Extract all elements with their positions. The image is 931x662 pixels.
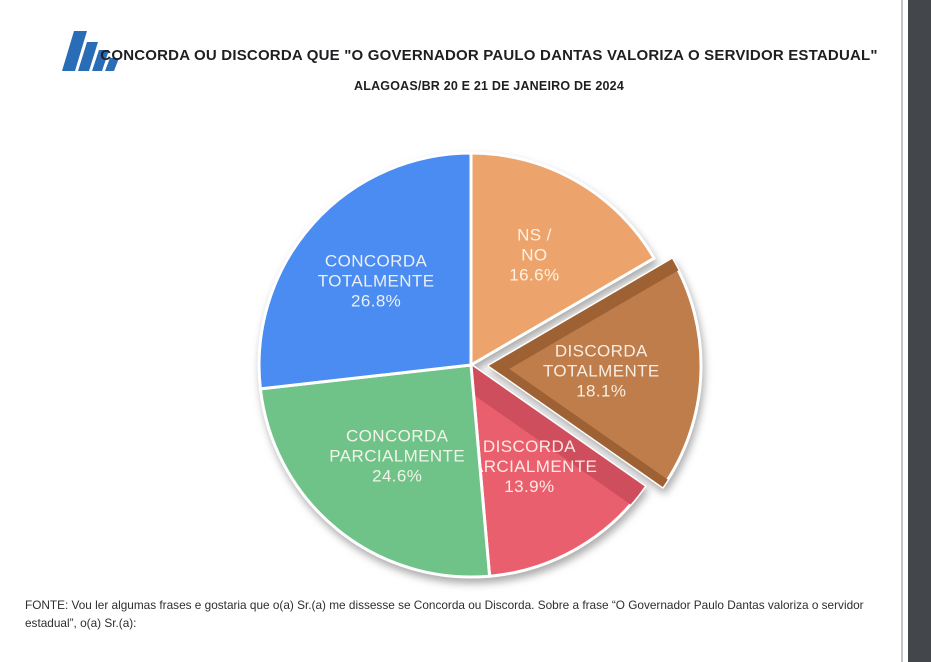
page-right-edge [901, 0, 903, 662]
source-note: FONTE: Vou ler algumas frases e gostaria… [25, 598, 864, 630]
logo-bar [62, 31, 87, 71]
pie-slice-shape [258, 363, 492, 579]
logo-bar [105, 58, 119, 71]
background-strip [908, 0, 931, 662]
logo-bar [78, 42, 98, 71]
pie-slice-concorda-parcialmente: CONCORDA PARCIALMENTE 24.6% [258, 363, 492, 579]
pie-slice-discorda-totalmente: DISCORDA TOTALMENTE 18.1% [487, 257, 703, 489]
page-title: CONCORDA OU DISCORDA QUE "O GOVERNADOR P… [100, 47, 878, 64]
pie-slice-label: NS / NO 16.6% [509, 226, 559, 285]
pie-slice-shape [469, 151, 656, 367]
pie-slice-label: DISCORDA PARCIALMENTE 13.9% [462, 437, 598, 496]
logo-bar [92, 50, 109, 71]
blue-slanted-bars-logo [62, 31, 119, 71]
page-subtitle: ALAGOAS/BR 20 E 21 DE JANEIRO DE 2024 [354, 79, 624, 93]
pie-slice-label: CONCORDA PARCIALMENTE 24.6% [329, 426, 465, 485]
pie-slice-shape [487, 257, 703, 489]
chart-header: CONCORDA OU DISCORDA QUE "O GOVERNADOR P… [95, 45, 883, 97]
pie-chart: NS / NO 16.6% DISCORDA TOTALMENTE 18.1% DISCOR… [231, 125, 711, 605]
pie-slice-label: DISCORDA TOTALMENTE 18.1% [543, 341, 660, 400]
pie-slice-concorda-totalmente: CONCORDA TOTALMENTE 26.8% [257, 151, 473, 391]
pie-slice-ns-no: NS / NO 16.6% [469, 151, 656, 367]
pie-slice-label: CONCORDA TOTALMENTE 26.8% [318, 251, 435, 310]
pie-slice-shape [257, 151, 473, 391]
pie-chart-svg: NS / NO 16.6% DISCORDA TOTALMENTE 18.1% DISCOR… [257, 151, 703, 579]
pie-slice-discorda-parcialmente: DISCORDA PARCIALMENTE 13.9% [462, 363, 647, 578]
